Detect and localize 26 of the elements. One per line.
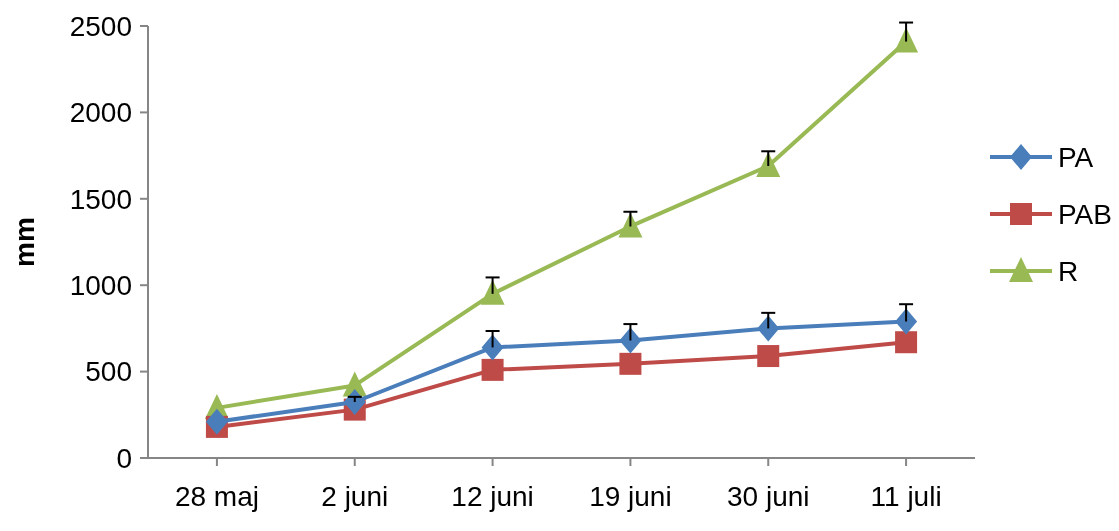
y-tick-label: 1000: [69, 270, 132, 301]
point: [481, 358, 504, 381]
x-tick-label: 28 maj: [174, 481, 259, 512]
y-tick-label: 2500: [69, 10, 132, 42]
point: [481, 334, 504, 361]
x-tick-label: 2 juni: [321, 481, 389, 512]
y-tick-label: 0: [116, 442, 132, 474]
y-tick-label: 500: [85, 356, 132, 388]
y-tick-label: 2000: [69, 97, 132, 129]
point: [895, 308, 918, 335]
y-tick-label: 1500: [69, 183, 132, 215]
point: [619, 352, 642, 375]
legend-label: R: [1058, 255, 1079, 287]
point: [895, 331, 918, 354]
point: [757, 315, 780, 342]
point: [480, 279, 505, 305]
x-tick-label: 11 juli: [870, 481, 942, 512]
point: [619, 327, 642, 354]
point: [205, 408, 228, 435]
x-tick-label: 19 juni: [589, 481, 672, 512]
y-axis-title: mm: [9, 217, 40, 267]
x-tick-label: 12 juni: [451, 481, 534, 512]
legend-label: PAB: [1058, 198, 1112, 230]
x-tick-label: 30 juni: [726, 481, 810, 512]
point: [757, 345, 780, 368]
legend-label: PA: [1058, 141, 1094, 173]
